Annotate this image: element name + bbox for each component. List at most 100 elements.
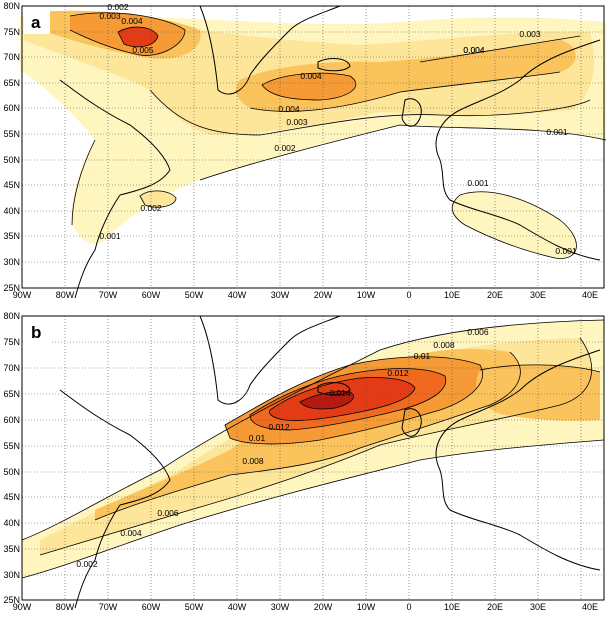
panel-b-letter: b [31,323,41,342]
lat-ticks-b: 25N 30N 35N 40N 45N 50N 55N 60N 65N 70N … [3,311,20,605]
lon-tick-b: 60W [142,602,161,612]
contour-label-b: 0.006 [157,508,179,518]
lon-tick-b: 40E [582,602,598,612]
lon-tick-a: 20W [314,290,333,300]
contour-label-a: 0.003 [99,11,121,21]
lon-ticks-b: 90W 80W 70W 60W 50W 40W 30W 20W 10W 0 10… [13,602,598,612]
lat-tick-b: 50N [3,467,20,477]
contour-label-a: 0.001 [555,246,577,256]
map-a-frame [21,5,605,289]
lon-tick-b: 70W [99,602,118,612]
lat-tick-b: 30N [3,570,20,580]
lat-tick-b: 65N [3,389,20,399]
contour-b-7 [269,377,416,421]
shading-a [20,10,606,259]
lon-tick-a: 70W [99,290,118,300]
panel-a-letter: a [31,13,41,32]
map-panel-b: b 25N 30N 35N 40N 45N 50N 55N 60N 65N 70… [0,310,608,613]
contour-label-a: 0.003 [286,117,308,127]
contour-label-a: 0.004 [463,45,485,55]
contour-b-6 [249,368,447,431]
map-panel-a: a 25N 30N 35N 40N 45N 50N 55N 60N 65N 70… [0,0,608,301]
lat-tick-b: 60N [3,415,20,425]
map-b-frame [21,315,605,601]
lon-tick-b: 30W [271,602,290,612]
lon-tick-b: 10W [357,602,376,612]
lon-tick-a: 40W [228,290,247,300]
lat-tick-a: 65N [3,78,20,88]
contour-labels-b: 0.006 0.008 0.01 0.012 0.014 0.012 0.01 … [76,327,489,569]
lat-tick-a: 25N [3,283,20,293]
lat-tick-a: 45N [3,180,20,190]
contour-label-b: 0.004 [120,528,142,538]
contour-a-1 [71,139,96,226]
lon-tick-b: 20E [487,602,503,612]
contour-label-a: 0.005 [132,45,154,55]
lat-tick-a: 75N [3,27,20,37]
contour-a-8 [139,190,177,208]
lat-tick-a: 55N [3,129,20,139]
lon-tick-a: 30W [271,290,290,300]
lat-tick-b: 70N [3,363,20,373]
contour-a-4 [249,71,561,112]
contour-label-a: 0.004 [278,104,300,114]
lon-tick-b: 0 [406,602,411,612]
lon-tick-b: 50W [185,602,204,612]
contour-a-10 [419,35,581,63]
contour-a-5 [261,72,357,101]
coast-b-labrador [59,389,171,506]
lon-tick-b: 80W [56,602,75,612]
coast-a-uk [401,98,422,127]
gridlines-a [22,6,604,288]
contour-labels-a: 0.002 0.003 0.004 0.005 0.004 0.004 0.00… [99,2,577,256]
lat-tick-b: 75N [3,337,20,347]
contour-label-b: 0.008 [433,340,455,350]
contour-b-1 [21,319,605,541]
lat-tick-b: 25N [3,595,20,605]
contour-b-5 [224,356,483,445]
lon-tick-b: 30E [530,602,546,612]
contour-label-b: 0.012 [268,422,290,432]
gridlines-b [22,316,604,600]
shade-b-scand [476,364,600,421]
lat-tick-b: 35N [3,544,20,554]
lon-tick-a: 10W [357,290,376,300]
lat-tick-b: 40N [3,518,20,528]
coast-b-europe [435,349,601,571]
coast-b-useast [74,504,121,609]
lat-tick-a: 60N [3,103,20,113]
contour-b-2 [21,439,605,579]
lon-tick-a: 10E [444,290,460,300]
contour-b-8 [299,391,354,410]
lon-tick-a: 20E [487,290,503,300]
contour-b-4 [94,351,521,521]
coast-a-greenland [199,5,341,95]
lon-tick-a: 90W [13,290,32,300]
contours-a [69,12,607,259]
lat-ticks-a: 25N 30N 35N 40N 45N 50N 55N 60N 65N 70N … [3,1,20,293]
contour-a-2 [199,124,607,181]
lon-tick-b: 40W [228,602,247,612]
contour-label-b: 0.006 [467,327,489,337]
contour-label-a: 0.001 [99,231,121,241]
contour-label-a: 0.002 [274,143,296,153]
contour-label-a: 0.002 [140,203,162,213]
lon-tick-a: 30E [530,290,546,300]
contour-label-b: 0.01 [249,433,266,443]
map-b-svg: b 25N 30N 35N 40N 45N 50N 55N 60N 65N 70… [3,311,605,612]
contour-label-b: 0.014 [329,388,351,398]
lon-tick-a: 60W [142,290,161,300]
contour-a-7 [117,26,159,48]
lat-tick-a: 35N [3,231,20,241]
lon-tick-b: 10E [444,602,460,612]
lat-tick-a: 30N [3,257,20,267]
lon-tick-a: 0 [406,290,411,300]
lon-tick-b: 20W [314,602,333,612]
contour-a-3 [149,89,591,136]
shade-a-level2-island [140,190,176,208]
contour-label-a: 0.004 [463,45,485,55]
contours-b [21,319,605,579]
contour-label-b: 0.008 [242,456,264,466]
shade-b-level7 [300,391,354,409]
coast-b-greenland [199,315,341,405]
